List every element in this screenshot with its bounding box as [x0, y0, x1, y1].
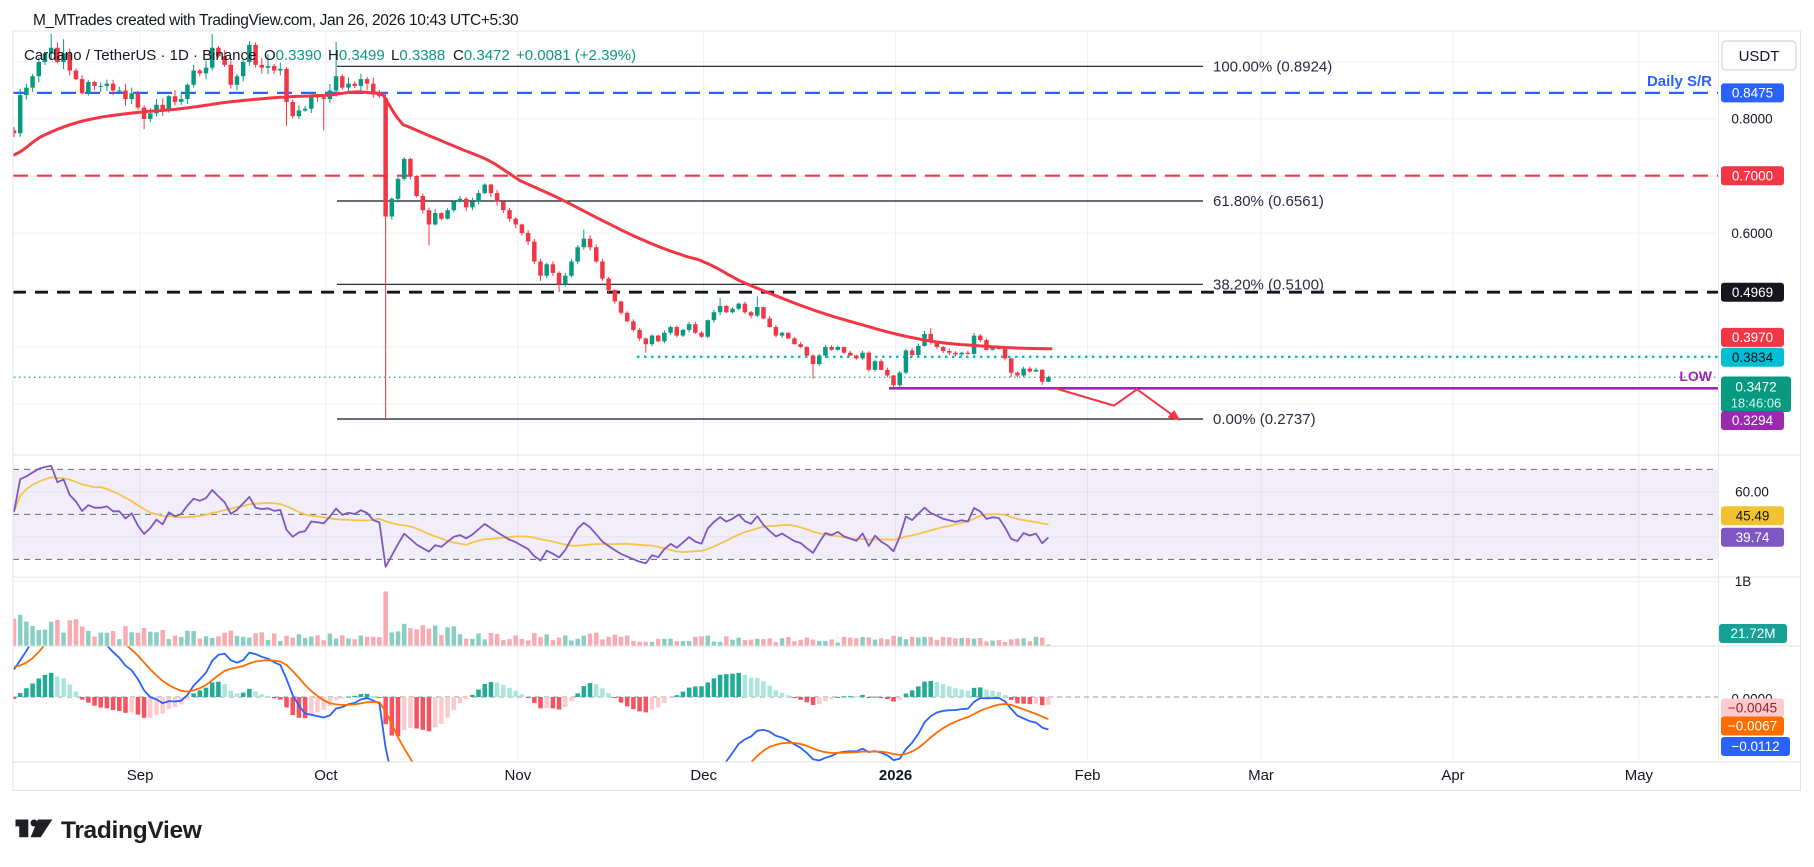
- svg-text:0.4969: 0.4969: [1732, 285, 1773, 300]
- svg-text:61.80% (0.6561): 61.80% (0.6561): [1213, 193, 1324, 210]
- svg-text:0.8000: 0.8000: [1731, 112, 1772, 127]
- svg-text:60.00: 60.00: [1735, 484, 1769, 499]
- svg-text:−0.0045: −0.0045: [1728, 701, 1777, 716]
- svg-text:0.8475: 0.8475: [1732, 86, 1773, 101]
- svg-text:TradingView: TradingView: [61, 817, 203, 844]
- svg-text:100.00% (0.8924): 100.00% (0.8924): [1213, 58, 1332, 75]
- svg-text:Daily S/R: Daily S/R: [1647, 73, 1712, 90]
- svg-text:21.72M: 21.72M: [1730, 626, 1775, 641]
- svg-text:38.20% (0.5100): 38.20% (0.5100): [1213, 276, 1324, 293]
- svg-text:LOW: LOW: [1679, 368, 1712, 384]
- svg-text:Apr: Apr: [1441, 767, 1464, 784]
- svg-text:USDT: USDT: [1739, 48, 1780, 65]
- svg-text:−0.0112: −0.0112: [1731, 739, 1779, 754]
- svg-text:1B: 1B: [1735, 574, 1752, 589]
- svg-text:0.6000: 0.6000: [1731, 226, 1772, 241]
- svg-text:Oct: Oct: [314, 767, 338, 784]
- svg-text:Sep: Sep: [127, 767, 154, 784]
- svg-text:0.3294: 0.3294: [1732, 413, 1774, 428]
- svg-text:0.3970: 0.3970: [1732, 330, 1773, 345]
- svg-text:−0.0067: −0.0067: [1728, 719, 1777, 734]
- svg-text:Mar: Mar: [1248, 767, 1274, 784]
- svg-text:0.00% (0.2737): 0.00% (0.2737): [1213, 411, 1316, 428]
- svg-text:Cardano / TetherUS · 1D · Bina: Cardano / TetherUS · 1D · Binance O0.3390…: [24, 47, 636, 64]
- svg-text:Dec: Dec: [690, 767, 717, 784]
- svg-text:2026: 2026: [879, 767, 912, 784]
- svg-text:18:46:06: 18:46:06: [1731, 396, 1782, 411]
- svg-text:M_MTrades created with Trading: M_MTrades created with TradingView.com, …: [33, 12, 519, 29]
- svg-text:Nov: Nov: [505, 767, 532, 784]
- svg-text:0.7000: 0.7000: [1732, 168, 1773, 183]
- svg-text:May: May: [1625, 767, 1654, 784]
- svg-text:39.74: 39.74: [1736, 530, 1770, 545]
- svg-text:45.49: 45.49: [1736, 508, 1770, 523]
- svg-text:0.3834: 0.3834: [1732, 350, 1774, 365]
- svg-text:Feb: Feb: [1075, 767, 1101, 784]
- svg-text:0.3472: 0.3472: [1735, 380, 1776, 395]
